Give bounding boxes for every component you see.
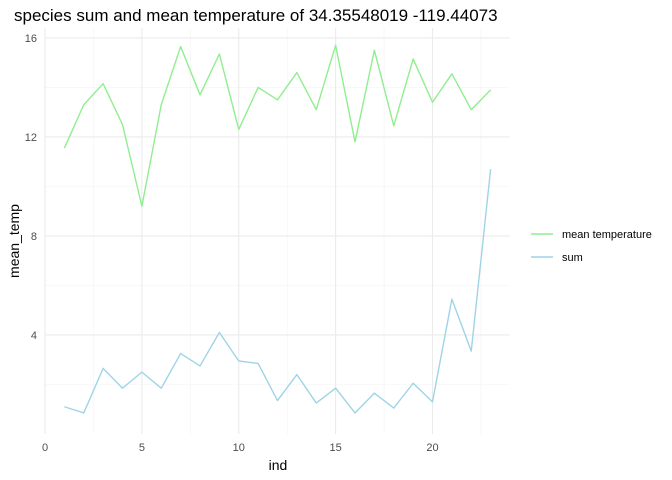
y-axis-title: mean_temp: [6, 204, 22, 278]
x-tick-label: 15: [330, 442, 342, 454]
x-tick-label: 5: [139, 442, 145, 454]
series-line-sum: [64, 169, 492, 414]
legend-label: sum: [562, 252, 583, 264]
y-axis-ticks: 4 8 12 16: [25, 33, 37, 342]
chart-title: species sum and mean temperature of 34.3…: [14, 6, 498, 25]
x-axis-title: ind: [269, 457, 288, 473]
y-tick-label: 16: [25, 33, 37, 45]
y-tick-label: 8: [31, 231, 37, 243]
grid: [44, 28, 510, 434]
legend: mean temperature sum: [531, 229, 652, 264]
y-tick-label: 12: [25, 132, 37, 144]
y-tick-label: 4: [31, 330, 37, 342]
series-lines: [63, 44, 492, 414]
legend-label: mean temperature: [562, 229, 652, 241]
x-tick-label: 10: [233, 442, 245, 454]
series-line-mean-temperature: [63, 44, 492, 207]
x-tick-label: 0: [42, 442, 48, 454]
x-axis-ticks: 0 5 10 15 20: [42, 442, 439, 454]
x-tick-label: 20: [426, 442, 438, 454]
